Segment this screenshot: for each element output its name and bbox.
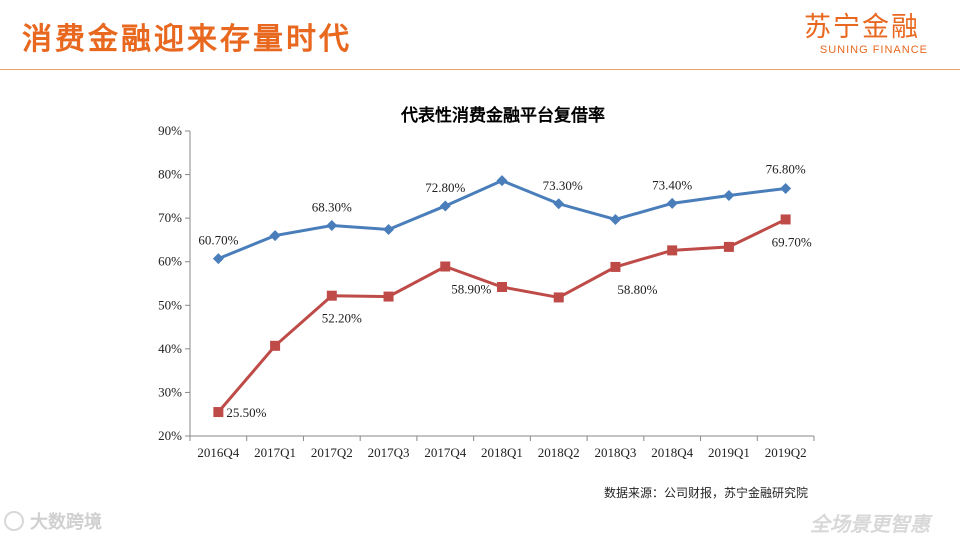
series-blue-point (723, 189, 735, 201)
series-red-line (217, 218, 787, 414)
x-tick-label: 2018Q1 (481, 445, 523, 460)
series-red-point (213, 407, 224, 418)
series-blue-point (326, 220, 338, 232)
series-blue-data-label: 72.80% (425, 180, 465, 195)
series-blue-point (666, 197, 678, 209)
x-tick-label: 2017Q2 (311, 445, 353, 460)
x-tick-label: 2018Q2 (538, 445, 580, 460)
x-tick-label: 2019Q1 (708, 445, 750, 460)
series-red-point (270, 340, 281, 351)
y-tick-label: 50% (158, 297, 182, 312)
series-blue-point (269, 230, 281, 242)
logo-subtitle: SUNING FINANCE (819, 44, 928, 56)
y-tick-label: 20% (158, 428, 182, 443)
series-blue-point (609, 213, 621, 225)
series-red-data-label: 69.70% (772, 234, 812, 249)
series-red-point (326, 290, 337, 301)
x-tick-label: 2017Q4 (424, 445, 466, 460)
watermark-left: 大数跨境 (4, 508, 102, 534)
x-tick-label: 2019Q2 (765, 445, 807, 460)
series-red-point (780, 214, 791, 225)
series-blue-line (217, 179, 786, 261)
series-blue-data-label: 60.70% (198, 233, 238, 248)
series-red-data-label: 58.80% (617, 282, 657, 297)
series-blue-point (212, 253, 224, 265)
series-red-point (610, 261, 621, 272)
series-red-point (497, 281, 507, 292)
series-blue-point (496, 175, 508, 187)
series-red-data-label: 58.90% (451, 282, 491, 297)
series-red-point (723, 241, 734, 252)
header-divider (0, 69, 960, 70)
series-red-data-label: 25.50% (226, 405, 266, 420)
series-red-point (553, 292, 564, 303)
watermark-logo-icon (4, 511, 24, 531)
series-red-point (383, 291, 394, 302)
y-tick-label: 40% (158, 341, 182, 356)
y-tick-label: 60% (158, 254, 182, 269)
y-tick-label: 70% (158, 210, 182, 225)
series-red-point (440, 261, 451, 272)
chart-title: 代表性消费金融平台复借率 (400, 105, 605, 126)
x-tick-label: 2017Q1 (254, 445, 296, 460)
watermark-left-text: 大数跨境 (30, 512, 102, 533)
y-tick-label: 80% (158, 167, 182, 182)
series-blue-data-label: 73.30% (543, 178, 583, 193)
x-tick-label: 2018Q3 (595, 445, 637, 460)
y-tick-label: 90% (158, 123, 182, 138)
series-blue-point (439, 200, 451, 212)
watermark-right: 全场景更智惠 (810, 512, 930, 536)
source-note: 数据来源：公司财报，苏宁金融研究院 (603, 486, 808, 500)
series-blue-point (553, 198, 565, 210)
y-tick-label: 30% (158, 384, 182, 399)
series-red-point (667, 245, 678, 256)
logo: 苏宁金融 (804, 12, 920, 43)
page-title: 消费金融迎来存量时代 (22, 22, 352, 57)
series-blue-data-label: 73.40% (652, 177, 692, 192)
x-tick-label: 2018Q4 (651, 445, 693, 460)
series-blue-data-label: 76.80% (766, 162, 806, 177)
x-tick-label: 2017Q3 (368, 445, 410, 460)
series-blue-point (383, 223, 395, 235)
series-blue-point (780, 183, 792, 195)
x-tick-label: 2016Q4 (197, 445, 239, 460)
series-blue-data-label: 68.30% (312, 200, 352, 215)
series-red-data-label: 52.20% (322, 311, 362, 326)
